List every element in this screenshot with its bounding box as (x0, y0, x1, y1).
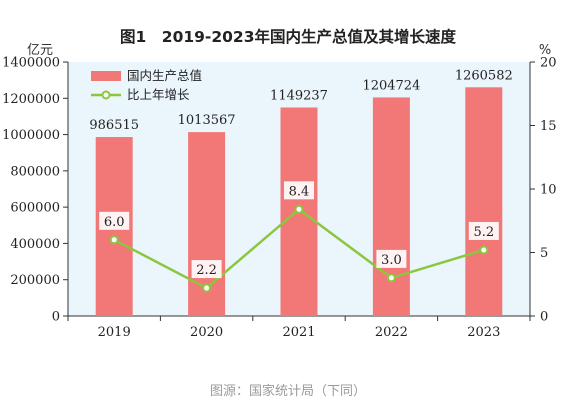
right-axis-tick-label: 0 (540, 310, 548, 325)
line-point (294, 204, 304, 214)
x-axis-tick-label: 2019 (98, 325, 131, 340)
line-data-label: 8.4 (289, 184, 310, 199)
x-axis-tick-label: 2021 (282, 325, 315, 340)
bar-data-label: 1260582 (455, 68, 513, 83)
line-series: 6.0 2.2 8.4 3.0 5.2 (99, 181, 499, 293)
right-axis-unit: % (539, 43, 551, 58)
line-point (202, 283, 212, 293)
bar-data-label: 986515 (89, 118, 139, 133)
left-axis-tick-label: 1000000 (2, 128, 60, 143)
bar (372, 97, 410, 316)
chart-title: 图1 2019-2023年国内生产总值及其增长速度 (120, 27, 456, 46)
line-data-label-bg (191, 260, 222, 279)
right-axis-tick-label: 5 (540, 246, 548, 261)
line-data-label-bg (468, 221, 499, 240)
x-axis-tick-label: 2023 (467, 325, 500, 340)
legend-swatch-bar (91, 71, 121, 81)
left-axis: 0 200000 400000 600000 800000 1000000 1200000 1… (2, 56, 69, 325)
line-data-label: 2.2 (196, 263, 217, 278)
bar-data-label: 1149237 (270, 88, 328, 103)
source-caption: 图源：国家统计局（下同） (209, 384, 366, 399)
line-point (386, 273, 396, 283)
right-axis-tick-label: 15 (540, 119, 557, 134)
right-axis-tick-label: 10 (540, 183, 557, 198)
legend-label-growth: 比上年增长 (127, 87, 190, 102)
left-axis-tick-label: 800000 (10, 164, 60, 179)
legend-label-gdp: 国内生产总值 (127, 68, 202, 83)
legend-swatch-marker (101, 90, 111, 100)
bar (465, 87, 503, 317)
line-data-label-bg (99, 211, 130, 230)
right-axis: 0 5 10 15 20 (529, 56, 557, 325)
x-axis: 2019 2020 2021 2022 2023 (67, 315, 531, 340)
left-axis-tick-label: 400000 (10, 237, 60, 252)
x-axis-tick-label: 2020 (190, 325, 223, 340)
left-axis-tick-label: 0 (52, 310, 60, 325)
line-data-label-bg (284, 181, 314, 200)
left-axis-tick-label: 1400000 (2, 56, 60, 71)
line-point (479, 245, 489, 255)
left-axis-tick-label: 600000 (10, 201, 60, 216)
line-data-label: 3.0 (381, 253, 402, 268)
bar-data-label: 1204724 (362, 78, 420, 93)
bar-data-label: 1013567 (178, 113, 236, 128)
left-axis-tick-label: 200000 (10, 273, 60, 288)
x-axis-tick-label: 2022 (375, 325, 408, 340)
line-data-label-bg (376, 249, 407, 268)
right-axis-tick-label: 20 (540, 56, 557, 71)
line-data-label: 6.0 (104, 215, 125, 230)
left-axis-unit: 亿元 (27, 43, 53, 58)
line-point (109, 235, 119, 245)
left-axis-tick-label: 1200000 (2, 92, 60, 107)
line-data-label: 5.2 (473, 225, 494, 240)
